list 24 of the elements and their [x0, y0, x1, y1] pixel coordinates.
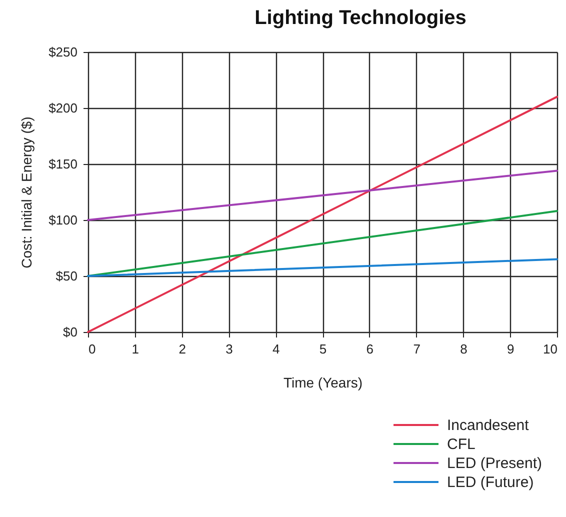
y-tick-label: $200 [48, 100, 78, 116]
x-axis-title: Time (Years) [283, 374, 363, 390]
legend-label: Incandesent [447, 417, 530, 434]
legend-label: CFL [447, 436, 476, 453]
x-tick-label: 10 [543, 342, 558, 356]
x-tick-label: 8 [460, 342, 468, 356]
legend-label: LED (Future) [447, 474, 534, 491]
x-tick-label: 4 [272, 342, 280, 356]
x-tick-label: 6 [366, 342, 374, 356]
x-tick-label: 3 [226, 342, 233, 356]
y-tick-label: $50 [56, 268, 78, 284]
y-tick-label: $100 [48, 212, 78, 228]
legend-label: LED (Present) [447, 455, 542, 472]
chart-title: Lighting Technologies [254, 7, 466, 29]
y-tick-label: $250 [48, 44, 78, 60]
x-tick-label: 0 [88, 342, 96, 356]
y-tick-label: $150 [48, 156, 78, 172]
y-axis-title: Cost: Initial & Energy ($) [18, 116, 35, 268]
x-tick-label: 1 [132, 342, 140, 356]
x-tick-label: 5 [319, 342, 327, 356]
y-tick-label: $0 [63, 324, 78, 340]
x-tick-label: 9 [506, 342, 514, 356]
x-tick-label: 2 [178, 342, 186, 356]
x-tick-label: 7 [413, 342, 420, 356]
